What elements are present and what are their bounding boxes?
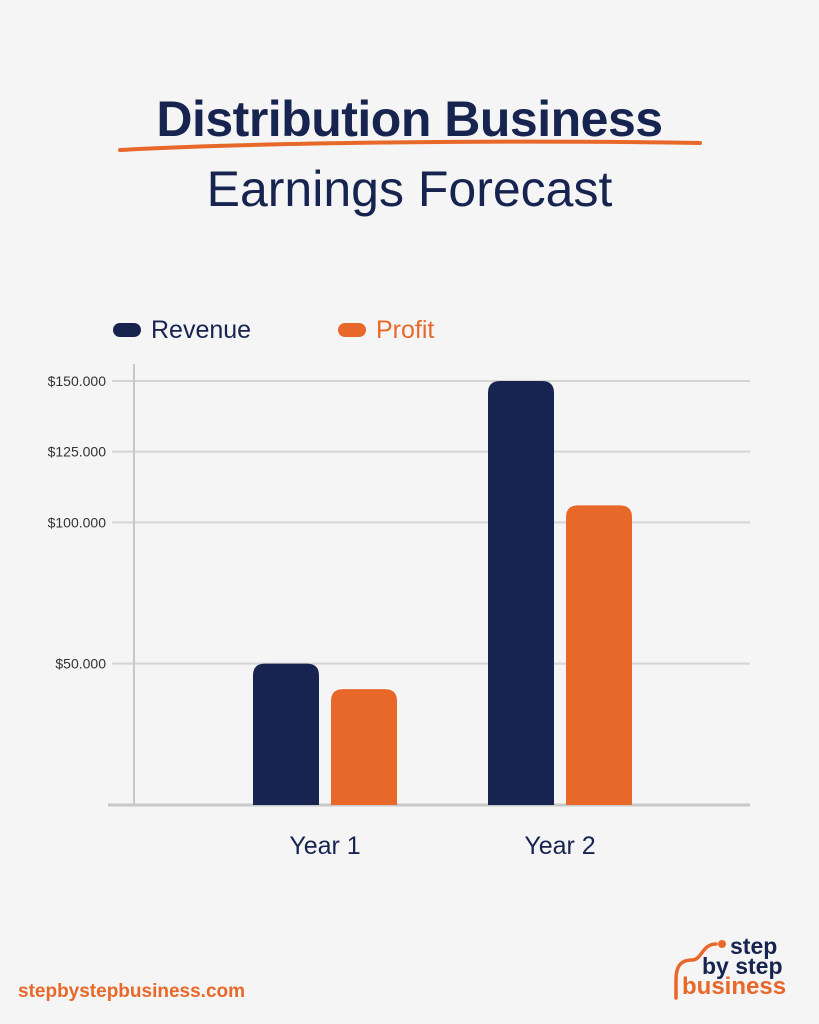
y-tick-label: $150.000 xyxy=(48,373,107,389)
bar-profit-year-1 xyxy=(331,689,397,805)
x-category-label: Year 1 xyxy=(289,832,360,860)
logo-line-3: business xyxy=(682,973,787,1000)
chart-title: Distribution Business xyxy=(156,91,663,147)
logo-line-1: step xyxy=(730,933,778,959)
y-tick-label: $125.000 xyxy=(48,444,107,460)
bar-revenue-year-1 xyxy=(253,663,319,805)
footer-url[interactable]: stepbystepbusiness.com xyxy=(18,981,246,1002)
chart-subtitle: Earnings Forecast xyxy=(206,161,613,217)
bar-chart: $50.000 $100.000 $125.000 $150.000 Year 1 Yea… xyxy=(48,364,750,860)
x-category-label: Year 2 xyxy=(524,832,595,860)
legend-label-revenue: Revenue xyxy=(151,315,252,344)
logo-step-mark xyxy=(674,940,726,1000)
y-tick-label: $100.000 xyxy=(48,514,107,530)
legend-item-revenue: Revenue xyxy=(113,312,251,348)
brand-logo: step by step business xyxy=(664,933,794,1006)
y-tick-label: $50.000 xyxy=(55,656,106,672)
legend-item-profit: Profit xyxy=(338,312,434,348)
title-block: Distribution Business xyxy=(0,86,819,152)
title-underline xyxy=(118,139,702,152)
legend-label-profit: Profit xyxy=(376,315,435,344)
bar-profit-year-2 xyxy=(566,505,632,805)
legend-swatch-revenue xyxy=(113,323,141,337)
bar-revenue-year-2 xyxy=(488,381,554,805)
logo-line-2: by step xyxy=(702,953,783,979)
legend-swatch-profit xyxy=(338,323,366,337)
